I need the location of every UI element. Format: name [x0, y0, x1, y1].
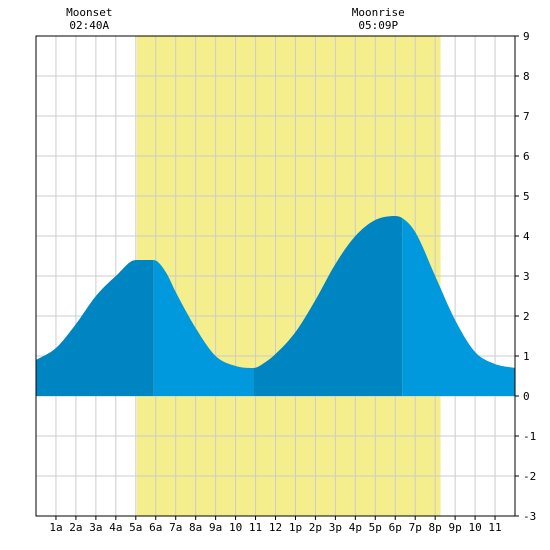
x-tick-label: 7a — [169, 521, 182, 534]
x-tick-label: 3a — [89, 521, 102, 534]
x-tick-label: 1p — [289, 521, 302, 534]
moon-event-time: 02:40A — [69, 19, 109, 32]
y-tick-label: -2 — [523, 470, 536, 483]
tide-segment-rising — [253, 216, 403, 396]
x-tick-label: 4a — [109, 521, 122, 534]
x-tick-label: 10 — [468, 521, 481, 534]
tide-segment-falling — [402, 218, 515, 396]
x-tick-label: 2p — [309, 521, 322, 534]
y-tick-label: 2 — [523, 310, 530, 323]
y-tick-label: 8 — [523, 70, 530, 83]
y-tick-label: 0 — [523, 390, 530, 403]
x-tick-label: 11 — [249, 521, 262, 534]
moon-event-label: Moonset — [66, 6, 112, 19]
y-tick-label: 3 — [523, 270, 530, 283]
y-tick-label: 9 — [523, 30, 530, 43]
x-tick-label: 11 — [488, 521, 501, 534]
x-tick-label: 8p — [429, 521, 442, 534]
x-tick-label: 12 — [269, 521, 282, 534]
moon-event-label: Moonrise — [352, 6, 405, 19]
x-tick-label: 4p — [349, 521, 362, 534]
y-tick-label: 4 — [523, 230, 530, 243]
y-tick-label: -1 — [523, 430, 536, 443]
x-tick-label: 10 — [229, 521, 242, 534]
moon-event-time: 05:09P — [358, 19, 398, 32]
y-tick-label: 7 — [523, 110, 530, 123]
y-tick-labels: -3 -2 -1 0 1 2 3 4 5 6 7 8 9 — [515, 30, 536, 523]
x-tick-label: 6p — [389, 521, 402, 534]
y-tick-label: 5 — [523, 190, 530, 203]
x-tick-label: 1a — [49, 521, 62, 534]
x-tick-label: 5p — [369, 521, 382, 534]
x-tick-label: 6a — [149, 521, 162, 534]
x-tick-label: 7p — [409, 521, 422, 534]
x-tick-label: 9p — [449, 521, 462, 534]
x-tick-label: 5a — [129, 521, 142, 534]
x-tick-label: 9a — [209, 521, 222, 534]
tide-area — [36, 216, 515, 396]
x-tick-label: 8a — [189, 521, 202, 534]
y-tick-label: 6 — [523, 150, 530, 163]
tide-segment-falling — [153, 260, 254, 396]
y-tick-label: -3 — [523, 510, 536, 523]
y-tick-label: 1 — [523, 350, 530, 363]
x-tick-label: 3p — [329, 521, 342, 534]
tide-segment-rising — [36, 260, 154, 396]
x-tick-label: 2a — [69, 521, 82, 534]
grid-lines — [36, 36, 515, 516]
x-tick-labels: 1a 2a 3a 4a 5a 6a 7a 8a 9a 10 11 12 1p 2p 3p 4p 5p 6p 7p 8p… — [49, 516, 502, 534]
